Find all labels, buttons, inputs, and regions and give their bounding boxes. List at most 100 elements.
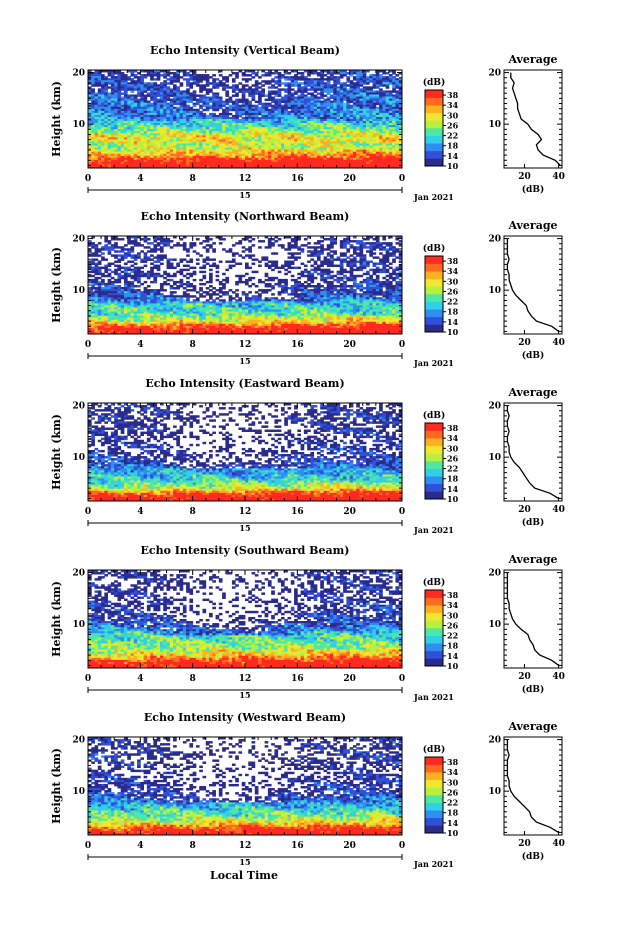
heatmap-cell — [388, 94, 393, 97]
heatmap-cell — [228, 131, 233, 134]
heatmap-cell — [248, 143, 252, 146]
heatmap-cell — [140, 100, 144, 104]
heatmap-cell — [388, 121, 393, 124]
heatmap-cell — [316, 246, 321, 249]
heatmap-cell — [346, 137, 351, 140]
heatmap-cell — [356, 143, 360, 146]
heatmap-cell — [146, 153, 151, 157]
heatmap-cell — [114, 143, 118, 146]
heatmap-cell — [235, 98, 239, 102]
heatmap-cell — [339, 254, 344, 257]
heatmap-cell — [366, 78, 370, 81]
heatmap-cell — [336, 78, 341, 81]
heatmap-cell — [307, 74, 311, 77]
heatmap-cell — [274, 119, 279, 122]
heatmap-cell — [222, 119, 226, 122]
heatmap-cell — [189, 149, 194, 153]
heatmap-cell — [88, 157, 92, 161]
heatmap-cell — [395, 82, 400, 85]
heatmap-cell — [114, 72, 118, 75]
colorbar-tick-label: 34 — [447, 100, 459, 110]
heatmap-cell — [173, 119, 177, 122]
heatmap-cell — [264, 127, 269, 130]
heatmap-cell — [330, 114, 334, 118]
heatmap-cell — [169, 127, 174, 130]
heatmap-cell — [195, 155, 200, 159]
heatmap-cell — [137, 116, 141, 120]
heatmap-cell — [123, 74, 128, 77]
heatmap-cell — [316, 104, 321, 108]
heatmap-cell — [179, 119, 184, 122]
heatmap-cell — [336, 108, 341, 112]
heatmap-cell — [91, 139, 95, 142]
y-tick-label: 20 — [72, 69, 85, 79]
heatmap-cell — [88, 88, 92, 91]
heatmap-cell — [245, 116, 249, 120]
heatmap-cell — [186, 94, 190, 97]
heatmap-cell — [94, 110, 99, 114]
heatmap-cell — [192, 98, 197, 102]
heatmap-cell — [392, 260, 396, 263]
heatmap-cell — [153, 100, 158, 104]
heatmap-cell — [140, 86, 144, 89]
heatmap-cell — [222, 248, 226, 251]
heatmap-cell — [114, 125, 118, 128]
heatmap-cell — [392, 123, 396, 126]
heatmap-cell — [179, 153, 184, 157]
heatmap-cell — [359, 116, 364, 120]
heatmap-cell — [159, 127, 164, 130]
heatmap-cell — [228, 157, 233, 161]
heatmap-cell — [205, 100, 210, 104]
y-axis-label: Height (km) — [50, 81, 63, 157]
heatmap-cell — [284, 125, 288, 128]
heatmap-cell — [333, 78, 337, 81]
heatmap-cell — [349, 80, 354, 83]
heatmap-cell — [101, 94, 105, 97]
heatmap-cell — [316, 110, 321, 114]
heatmap-cell — [251, 84, 256, 87]
heatmap-cell — [150, 262, 154, 265]
heatmap-cell — [238, 104, 243, 108]
heatmap-cell — [120, 121, 125, 124]
heatmap-cell — [271, 108, 275, 112]
heatmap-cell — [346, 110, 351, 114]
heatmap-cell — [156, 106, 161, 110]
heatmap-cell — [218, 129, 223, 132]
heatmap-cell — [310, 116, 315, 120]
heatmap-cell — [150, 88, 154, 91]
heatmap-cell — [104, 88, 109, 91]
heatmap-cell — [176, 153, 180, 157]
heatmap-cell — [156, 131, 161, 134]
heatmap-cell — [195, 252, 200, 255]
heatmap-cell — [349, 133, 354, 136]
heatmap-cell — [101, 145, 105, 148]
heatmap-cell — [261, 133, 266, 136]
heatmap-cell — [97, 254, 102, 257]
heatmap-cell — [231, 123, 236, 126]
heatmap-cell — [280, 114, 285, 118]
heatmap-cell — [290, 78, 295, 81]
heatmap-cell — [176, 125, 180, 128]
heatmap-cell — [218, 119, 223, 122]
heatmap-cell — [382, 92, 387, 95]
heatmap-cell — [146, 123, 151, 126]
heatmap-cell — [277, 114, 282, 118]
heatmap-cell — [271, 121, 275, 124]
heatmap-cell — [110, 155, 115, 159]
heatmap-cell — [117, 151, 122, 155]
heatmap-cell — [379, 100, 383, 104]
heatmap-cell — [150, 96, 154, 99]
heatmap-cell — [323, 149, 328, 153]
heatmap-cell — [323, 248, 328, 251]
heatmap-cell — [215, 127, 220, 130]
heatmap-cell — [218, 151, 223, 155]
heatmap-cell — [336, 94, 341, 97]
heatmap-cell — [356, 131, 360, 134]
heatmap-cell — [179, 137, 184, 140]
heatmap-cell — [316, 149, 321, 153]
heatmap-cell — [117, 250, 122, 253]
heatmap-cell — [385, 139, 390, 142]
heatmap-cell — [369, 114, 373, 118]
heatmap-cell — [143, 110, 148, 114]
heatmap-cell — [110, 151, 115, 155]
